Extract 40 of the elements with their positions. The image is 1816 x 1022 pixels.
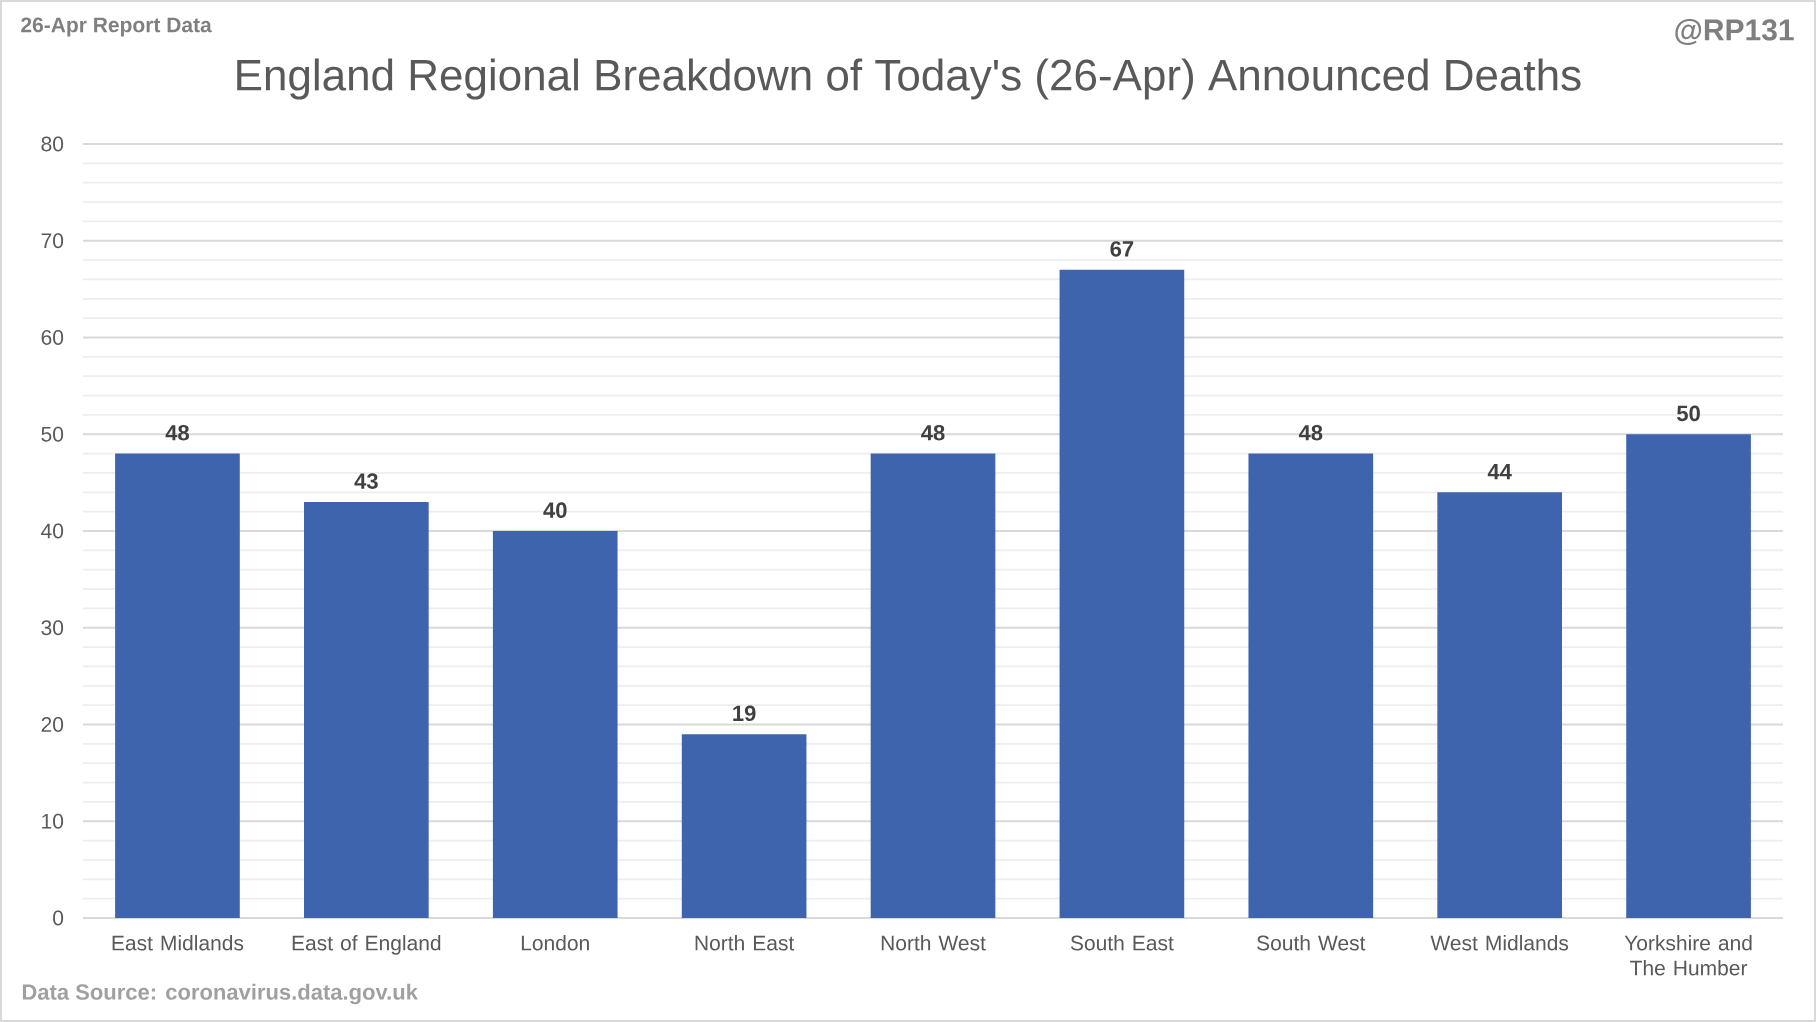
bar xyxy=(681,734,807,918)
x-tick-label: West Midlands xyxy=(1430,935,1569,951)
data-label: 43 xyxy=(354,473,378,489)
x-tick-label: North East xyxy=(695,935,795,951)
x-tick-label: Yorkshire and The Humber xyxy=(1624,935,1752,976)
y-tick-label: 20 xyxy=(41,717,64,732)
data-label: 50 xyxy=(1677,405,1700,422)
data-label: 19 xyxy=(733,705,756,722)
y-tick-label: 80 xyxy=(41,136,64,152)
bar xyxy=(115,453,240,918)
bar xyxy=(492,530,618,918)
bar xyxy=(870,453,996,918)
bar xyxy=(1626,434,1751,918)
bar xyxy=(1248,453,1374,918)
data-label: 67 xyxy=(1110,241,1134,257)
y-tick-label: 40 xyxy=(41,523,64,539)
source-note: Data Source: coronavirus.data.gov.uk xyxy=(22,983,418,1005)
chart-title: England Regional Breakdown of Today's (26-Apr) Announced Deaths xyxy=(237,58,1581,100)
x-tick-label: East Midlands xyxy=(112,935,244,951)
y-tick-label: 70 xyxy=(41,233,64,249)
text: @RP131 xyxy=(1675,18,1794,45)
bar xyxy=(1059,269,1185,918)
y-tick-label: 10 xyxy=(42,813,64,829)
bar xyxy=(1437,492,1562,918)
y-tick-label: 0 xyxy=(53,910,64,926)
data-label: 48 xyxy=(921,424,945,441)
y-tick-label: 50 xyxy=(41,426,64,442)
y-tick-label: 30 xyxy=(41,620,64,636)
data-label: 48 xyxy=(1298,424,1323,441)
x-tick-label: East of England xyxy=(292,935,441,955)
y-tick-label: 60 xyxy=(41,330,64,345)
x-tick-label: South East xyxy=(1070,935,1174,951)
data-label: 40 xyxy=(543,502,567,518)
data-label: 48 xyxy=(165,424,189,441)
bar xyxy=(304,501,429,918)
x-tick-label: North West xyxy=(881,935,986,951)
x-tick-label: London xyxy=(521,935,589,951)
x-tick-label: South West xyxy=(1257,935,1366,951)
text: 26-Apr Report Data xyxy=(21,17,212,37)
data-label: 44 xyxy=(1487,464,1512,480)
